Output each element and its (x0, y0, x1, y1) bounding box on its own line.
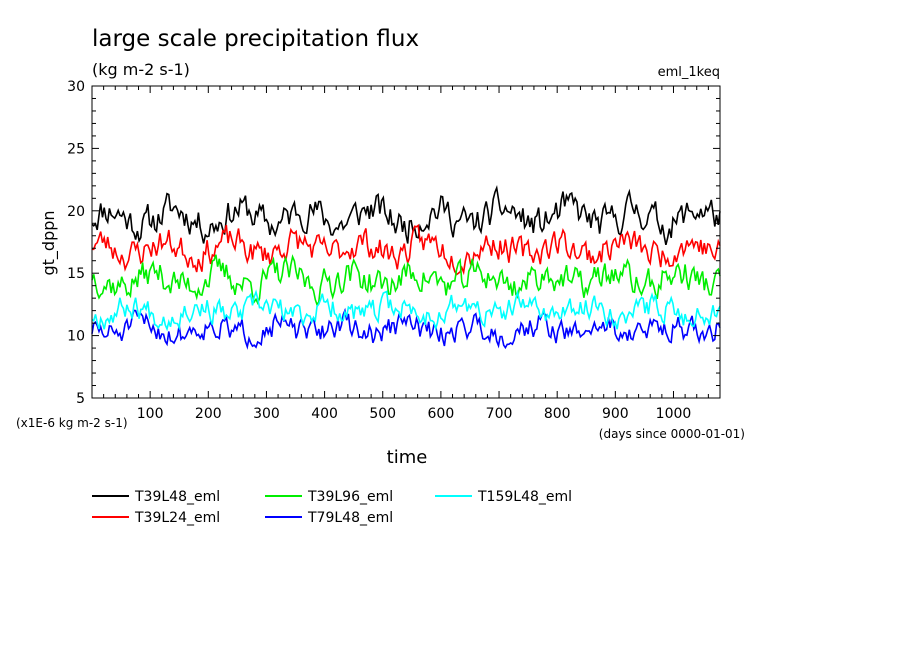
x-tick-label: 800 (544, 406, 571, 422)
y-units-label: (x1E-6 kg m-2 s-1) (16, 416, 128, 430)
x-tick-label: 500 (369, 406, 396, 422)
legend-label: T39L96_eml (307, 489, 393, 505)
legend-label: T159L48_eml (477, 489, 572, 505)
y-axis-label: gt_dppn (39, 210, 59, 275)
legend-label: T39L24_eml (134, 510, 220, 526)
legend-item: T159L48_eml (435, 489, 572, 505)
legend-item: T39L48_eml (92, 489, 220, 505)
y-tick-label: 30 (67, 79, 85, 95)
x-tick-label: 300 (253, 406, 280, 422)
x-tick-label: 700 (486, 406, 513, 422)
series-line (91, 254, 721, 307)
x-tick-label: 400 (311, 406, 338, 422)
series-line (91, 289, 721, 332)
plot-frame (91, 85, 721, 399)
x-tick-label: 100 (137, 406, 164, 422)
y-tick-label: 15 (67, 266, 85, 282)
legend-item: T39L24_eml (92, 510, 220, 526)
legend-label: T79L48_eml (307, 510, 393, 526)
x-tick-label: 1000 (656, 406, 692, 422)
series-layer (91, 184, 721, 350)
axes: 100 200 300 400 500 600 700 800 900 1000 5 10 15 20 25… (67, 79, 721, 422)
x-tick-label: 200 (195, 406, 222, 422)
x-axis-label: time (387, 447, 428, 468)
legend: T39L48_eml T39L24_eml T39L96_eml T79L48_eml… (92, 489, 572, 526)
series-line (91, 184, 721, 245)
experiment-label: eml_1keq (658, 65, 720, 80)
y-tick-label: 10 (67, 329, 85, 345)
series-line (92, 224, 721, 276)
x-tick-label: 600 (428, 406, 455, 422)
legend-label: T39L48_eml (134, 489, 220, 505)
x-tick-label: 900 (602, 406, 629, 422)
legend-item: T79L48_eml (265, 510, 393, 526)
chart-subtitle: (kg m-2 s-1) (92, 60, 190, 79)
y-tick-label: 25 (67, 141, 85, 157)
x-units-label: (days since 0000-01-01) (599, 427, 745, 441)
y-tick-label: 5 (76, 391, 85, 407)
chart-title: large scale precipitation flux (92, 26, 419, 52)
series-line (91, 307, 721, 350)
legend-item: T39L96_eml (265, 489, 393, 505)
y-tick-label: 20 (67, 204, 85, 220)
